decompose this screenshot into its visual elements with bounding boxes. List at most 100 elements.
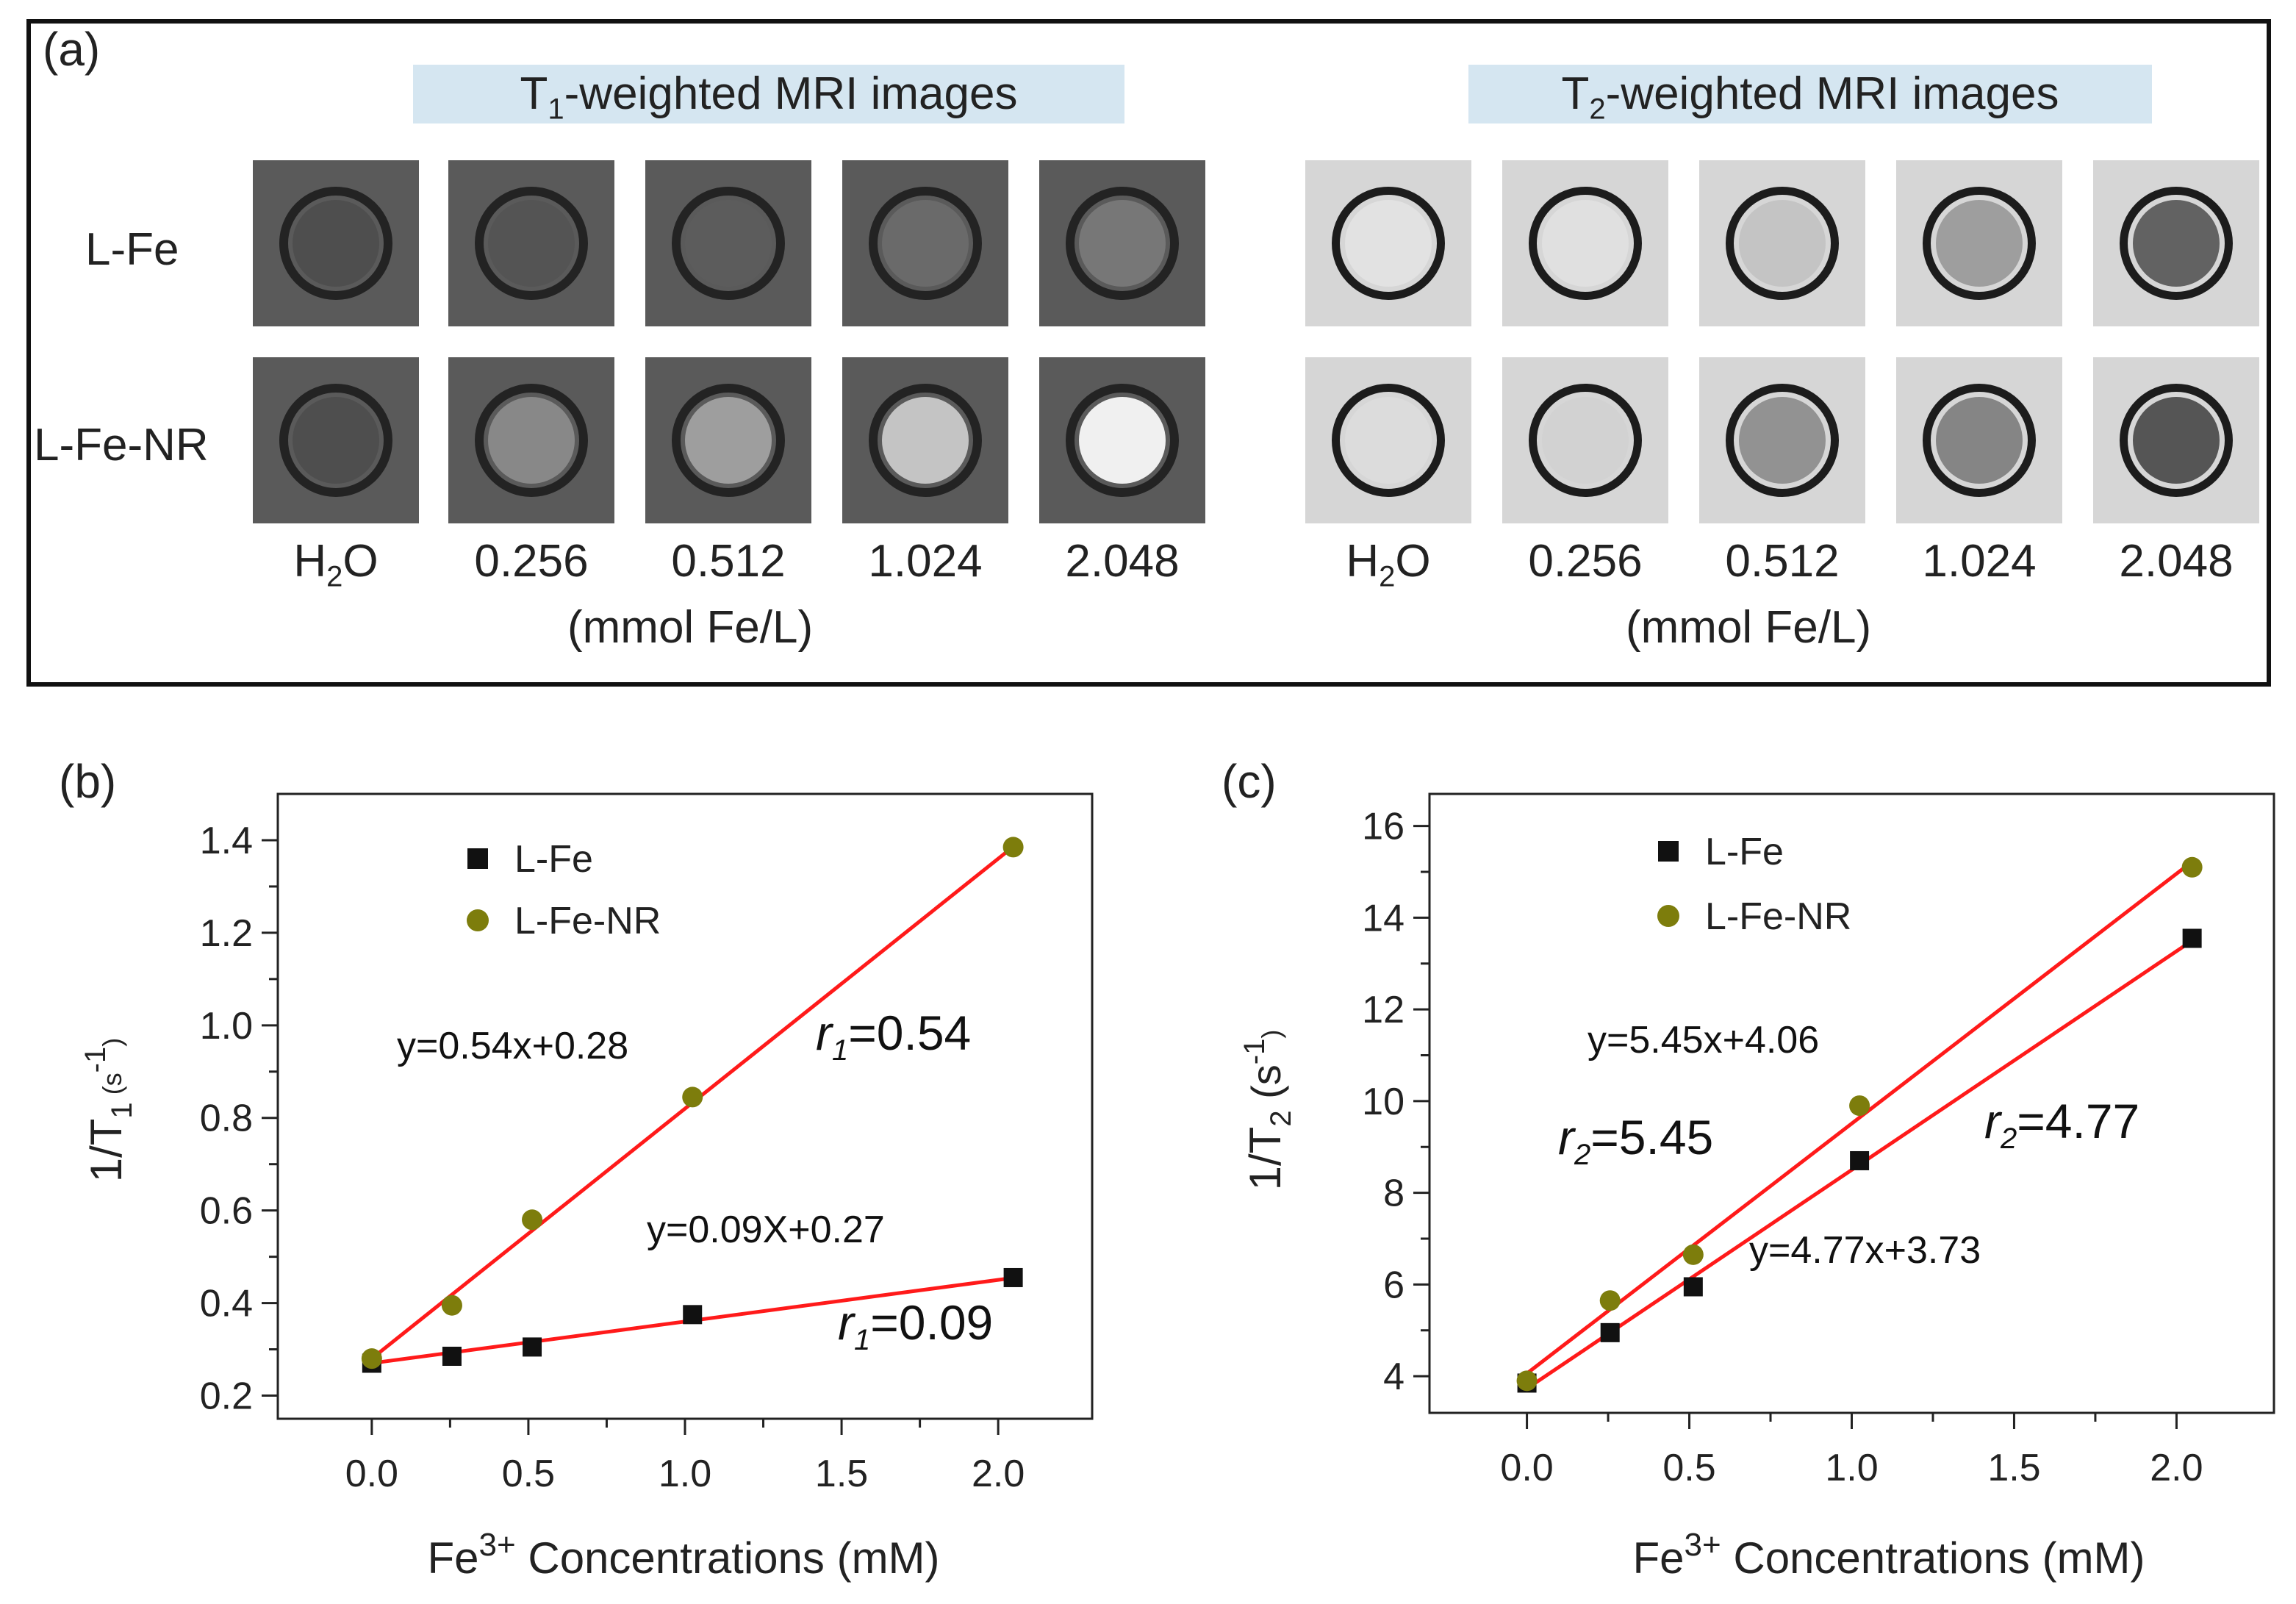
tube-ring: [1726, 384, 1839, 497]
tube-ring: [1726, 187, 1839, 300]
legend-label: L-Fe-NR: [1705, 895, 1851, 938]
x-tick-label: 0.0: [1500, 1447, 1553, 1489]
t1-header-sub: 1: [548, 93, 564, 126]
x-tick-label: 0.0: [345, 1453, 398, 1495]
y-tick-label: 6: [1383, 1264, 1404, 1306]
y-label-unit: (s: [97, 1073, 127, 1102]
y-label-sub: 1: [106, 1102, 138, 1118]
t1-tile-lfenr-0256: [448, 357, 614, 523]
tube-ring: [1529, 187, 1642, 300]
t2-tile-lfe-2048: [2093, 160, 2259, 326]
x-label-base: Fe: [1632, 1533, 1684, 1583]
x-axis-label: Fe3+ Concentrations (mM): [427, 1527, 939, 1583]
t1-tile-lfenr-h2o: [253, 357, 419, 523]
t1-tile-lfe-0256: [448, 160, 614, 326]
data-point-circle: [1849, 1095, 1870, 1117]
relaxivity-value: =0.09: [870, 1295, 993, 1350]
relaxivity-label: r1=0.54: [816, 1006, 971, 1067]
relaxivity-symbol: r: [816, 1006, 834, 1060]
x-tick-label: 1.0: [1825, 1447, 1878, 1489]
y-label-base: 1/T: [1241, 1127, 1290, 1191]
t2-tile-lfenr-1024: [1896, 357, 2062, 523]
row-label-l-fe-nr: L-Fe-NR: [34, 420, 209, 470]
t1-tile-lfe-h2o: [253, 160, 419, 326]
t2-conc-h2o: H2O: [1304, 535, 1473, 593]
data-point-square: [2182, 928, 2202, 948]
t2-tile-lfe-0512: [1699, 160, 1865, 326]
t1-conc-1024: 1.024: [868, 536, 983, 587]
data-point-circle: [361, 1348, 382, 1370]
x-tick-label: 1.5: [1987, 1447, 2040, 1489]
relaxivity-label: r1=0.09: [838, 1295, 993, 1356]
t2-tile-lfenr-0256: [1502, 357, 1668, 523]
relaxivity-subscript: 1: [854, 1324, 870, 1356]
y-tick-label: 12: [1362, 989, 1404, 1031]
y-tick-label: 1.2: [200, 912, 253, 955]
tube-ring: [1332, 187, 1445, 300]
x-tick-label: 0.5: [1662, 1447, 1715, 1489]
data-point-circle: [682, 1086, 703, 1108]
y-label-close: ): [1256, 1030, 1286, 1039]
t2-tile-lfe-h2o: [1305, 160, 1471, 326]
t2-header-sub: 2: [1589, 93, 1606, 126]
x-label-rest: Concentrations (mM): [1721, 1533, 2145, 1583]
x-tick-label: 2.0: [2150, 1447, 2203, 1489]
t1-tile-lfenr-0512: [645, 357, 811, 523]
chart-c: (c) 0.0 0.5 1.0 1.5 2.0 4 6 8 10 12 14 16 L-Fe L-Fe-NR…: [1221, 755, 2275, 1583]
legend-marker-circle: [467, 909, 489, 931]
t2-tile-lfe-1024: [1896, 160, 2062, 326]
t1-tile-lfe-2048: [1039, 160, 1205, 326]
t1-h2o-base: H: [293, 536, 327, 587]
relaxivity-value: =5.45: [1590, 1110, 1713, 1164]
t2-h2o-sub: 2: [1379, 560, 1396, 593]
data-point-square: [442, 1347, 462, 1366]
x-tick-label: 2.0: [972, 1453, 1025, 1495]
relaxivity-subscript: 2: [2000, 1123, 2017, 1155]
y-tick-label: 0.4: [200, 1283, 253, 1325]
x-tick-label: 1.0: [659, 1453, 711, 1495]
x-label-base: Fe: [427, 1533, 478, 1583]
t1-conc-0512: 0.512: [671, 536, 786, 587]
y-label-close: ): [97, 1038, 127, 1047]
y-tick-label: 0.8: [200, 1098, 253, 1140]
t2-unit-label: (mmol Fe/L): [1626, 602, 1872, 653]
y-label-exp: -1: [1238, 1039, 1271, 1065]
relaxivity-symbol: r: [1558, 1110, 1576, 1164]
panel-a-label: (a): [43, 23, 101, 76]
t1-tile-lfe-0512: [645, 160, 811, 326]
relaxivity-value: =0.54: [848, 1006, 971, 1060]
legend-marker-square: [1658, 841, 1679, 862]
data-point-circle: [1002, 837, 1024, 858]
y-tick-label: 14: [1362, 897, 1404, 939]
data-point-circle: [2181, 856, 2203, 878]
t1-conc-0256: 0.256: [474, 536, 589, 587]
y-tick-label: 0.6: [200, 1190, 253, 1233]
y-tick-label: 8: [1383, 1172, 1404, 1215]
t2-tile-lfe-0256: [1502, 160, 1668, 326]
tube-ring: [1923, 384, 2036, 497]
fit-equation: y=5.45x+4.06: [1588, 1019, 1819, 1061]
y-label-exp: -1: [79, 1047, 112, 1073]
legend-marker-circle: [1657, 905, 1679, 927]
t2-h2o-rest: O: [1395, 536, 1431, 587]
t1-conc-2048: 2.048: [1065, 536, 1180, 587]
y-tick-label: 16: [1362, 806, 1404, 848]
panel-label: (c): [1221, 755, 1277, 808]
tube-ring: [2120, 384, 2233, 497]
fit-line: [1526, 860, 2194, 1375]
y-label-sub: 2: [1265, 1110, 1297, 1126]
data-point-circle: [522, 1209, 543, 1231]
row-label-l-fe: L-Fe: [85, 224, 179, 275]
tube-ring: [2120, 187, 2233, 300]
tube-ring: [1332, 384, 1445, 497]
data-point-square: [1683, 1277, 1703, 1297]
legend-label: L-Fe: [1705, 831, 1784, 873]
t2-tile-lfenr-h2o: [1305, 357, 1471, 523]
relaxivity-subscript: 1: [832, 1034, 848, 1067]
relaxivity-label: r2=4.77: [1984, 1094, 2139, 1155]
x-tick-label: 0.5: [502, 1453, 555, 1495]
t1-header-rest: -weighted MRI images: [564, 68, 1018, 119]
t1-h2o-rest: O: [342, 536, 379, 587]
x-label-sup: 3+: [1685, 1527, 1721, 1563]
t1-h2o-sub: 2: [326, 560, 343, 593]
